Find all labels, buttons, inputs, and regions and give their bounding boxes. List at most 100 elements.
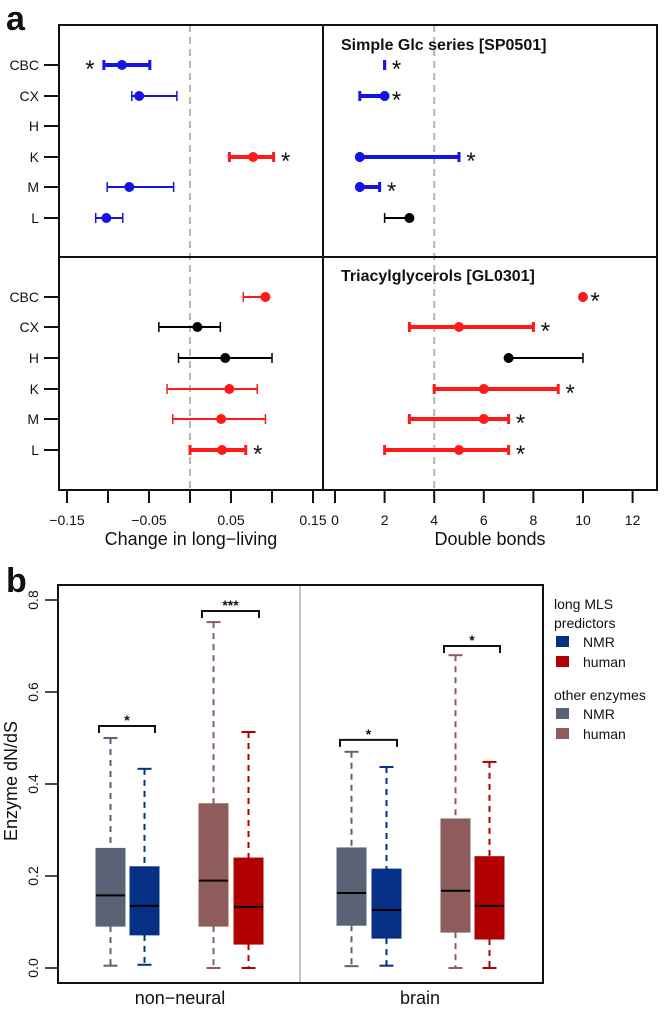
point-estimate	[101, 213, 112, 223]
panel-label-b: b	[6, 562, 27, 600]
category-label: brain	[400, 988, 440, 1008]
estimate-CBC: *	[578, 288, 600, 315]
bracket-line	[443, 645, 501, 653]
point-estimate	[116, 60, 127, 70]
point-estimate	[134, 91, 145, 101]
row-label: CBC	[9, 289, 39, 305]
box-non−neural-other-enzymes-human	[198, 621, 229, 969]
row-label: L	[31, 210, 39, 226]
significance-star: *	[541, 318, 550, 345]
point-estimate	[216, 414, 227, 424]
x-tick-label: 2	[381, 512, 389, 528]
row-label: L	[31, 442, 39, 458]
estimate-K	[166, 384, 258, 394]
category-label: non−neural	[135, 988, 226, 1008]
estimate-CBC	[242, 292, 271, 302]
point-estimate	[248, 152, 259, 162]
x-tick-label: 12	[625, 512, 641, 528]
bracket-line	[201, 610, 260, 619]
significance-bracket: ***	[201, 597, 260, 619]
x-tick-label: 0.05	[217, 512, 244, 528]
y-tick-label: 0.2	[25, 866, 41, 886]
x-tick-label: 6	[480, 512, 488, 528]
y-tick-label: 0.6	[25, 682, 41, 702]
legend-swatch	[556, 636, 569, 647]
legend-group-title: predictors	[554, 615, 615, 631]
point-estimate	[404, 213, 415, 223]
point-estimate	[478, 384, 489, 394]
box-iqr	[95, 847, 126, 927]
significance-bracket: *	[339, 726, 398, 747]
x-tick-label: 4	[430, 512, 438, 528]
legend-swatch	[556, 708, 569, 719]
legend-group-title: long MLS	[554, 596, 613, 612]
estimate-L: *	[383, 441, 525, 468]
box-iqr	[371, 868, 402, 939]
row-label: CX	[20, 319, 40, 335]
estimate-CX: *	[358, 87, 401, 114]
box-non−neural-long-MLS-predictors-NMR	[129, 767, 160, 966]
point-estimate	[503, 353, 514, 363]
row-label: CX	[20, 88, 40, 104]
significance-star: *	[516, 441, 525, 468]
estimate-H	[177, 353, 273, 363]
x-axis-title-left: Change in long−living	[105, 529, 278, 549]
estimate-CX: *	[407, 318, 550, 345]
significance-label: *	[469, 632, 475, 648]
legend-swatch	[556, 656, 569, 667]
estimate-M	[106, 182, 175, 192]
estimate-CX	[158, 322, 222, 332]
row-label: M	[27, 411, 39, 427]
y-tick-label: 0.8	[25, 590, 41, 610]
y-tick-label: 0.0	[25, 958, 41, 978]
point-estimate	[478, 414, 489, 424]
significance-bracket: *	[443, 632, 501, 653]
point-estimate	[379, 91, 390, 101]
estimate-L	[383, 213, 415, 223]
box-brain-other-enzymes-human	[440, 654, 471, 969]
bracket-line	[98, 725, 156, 734]
x-tick-label: 10	[575, 512, 591, 528]
box-brain-long-MLS-predictors-NMR	[371, 765, 402, 967]
box-non−neural-other-enzymes-NMR	[95, 737, 126, 967]
point-estimate	[260, 292, 271, 302]
x-tick-label: 0	[331, 512, 339, 528]
legend-swatch	[556, 728, 569, 739]
significance-star: *	[590, 288, 599, 315]
panel-title: Triacylglycerols [GL0301]	[341, 268, 535, 285]
estimate-K: *	[432, 380, 575, 407]
box-non−neural-long-MLS-predictors-human	[233, 731, 264, 969]
significance-star: *	[253, 441, 262, 468]
x-tick-label: −0.15	[49, 512, 85, 528]
legend-item-label: NMR	[583, 706, 615, 722]
row-label: M	[27, 179, 39, 195]
significance-star: *	[566, 380, 575, 407]
point-estimate	[220, 353, 231, 363]
legend: long MLS predictors NMR human other enzymes N…	[554, 596, 646, 742]
significance-star: *	[466, 148, 475, 175]
significance-label: *	[366, 726, 372, 742]
significance-star: *	[85, 56, 94, 83]
estimate-M: *	[354, 178, 396, 205]
x-tick-label: 8	[530, 512, 538, 528]
legend-item-label: human	[583, 654, 626, 670]
box-iqr	[233, 857, 264, 945]
box-iqr	[474, 856, 505, 940]
box-plot: 0.0 0.2 0.4 0.6 0.8 Enzyme dN/dS non−neural bra…	[1, 584, 646, 1008]
row-label: K	[30, 381, 40, 397]
significance-star: *	[387, 178, 396, 205]
significance-star: *	[392, 56, 401, 83]
estimate-L	[94, 213, 124, 223]
box-iqr	[336, 847, 367, 926]
estimate-L: *	[188, 441, 262, 468]
estimate-M: *	[407, 410, 525, 437]
point-estimate	[354, 152, 365, 162]
legend-item-label: NMR	[583, 634, 615, 650]
significance-bracket: *	[98, 712, 156, 734]
estimate-K: *	[354, 148, 476, 175]
significance-star: *	[281, 148, 290, 175]
point-estimate	[354, 182, 365, 192]
point-estimate	[124, 182, 135, 192]
